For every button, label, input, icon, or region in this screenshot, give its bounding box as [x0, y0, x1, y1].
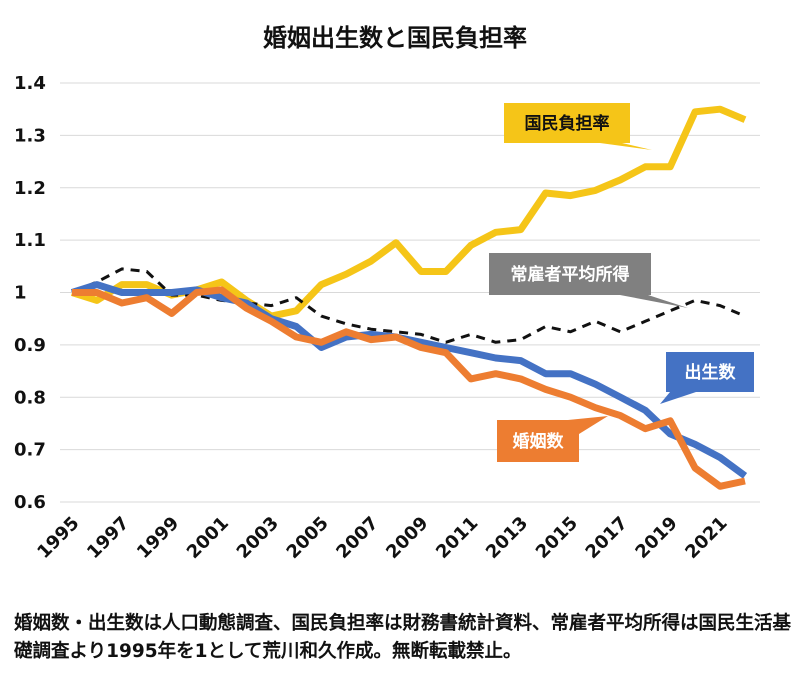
- callout-label: 出生数: [685, 362, 737, 383]
- x-tick-label: 2001: [183, 513, 233, 563]
- callout-box: [497, 420, 579, 462]
- x-tick-label: 2021: [681, 513, 731, 563]
- y-tick-label: 1: [14, 283, 27, 304]
- x-tick-label: 1995: [33, 513, 83, 563]
- series-line: [71, 267, 746, 344]
- callout-box: [504, 103, 630, 143]
- x-tick-label: 2011: [432, 513, 482, 563]
- series-lines: [70, 105, 748, 490]
- x-tick-label: 2013: [482, 513, 532, 563]
- line-chart: 婚姻出生数と国民負担率 0.6 0.7 0.8 0.9 1 1.1 1.2 1.3 1.4 19…: [14, 24, 760, 563]
- callout-pointer: [620, 295, 688, 308]
- callout: 出生数: [660, 352, 754, 404]
- x-tick-label: 1997: [83, 513, 133, 563]
- y-tick-label: 1.1: [14, 230, 46, 251]
- callout: 婚姻数: [497, 416, 608, 462]
- callout-box: [489, 253, 651, 295]
- callout: 常雇者平均所得: [489, 253, 688, 308]
- callout-label: 常雇者平均所得: [511, 264, 630, 285]
- x-tick-label: 1999: [133, 513, 183, 563]
- x-tick-label: 2007: [332, 513, 382, 563]
- y-tick-label: 1.4: [14, 73, 46, 94]
- source-note: 婚姻数・出生数は人口動態調査、国民負担率は財務書統計資料、常雇者平均所得は国民生…: [14, 613, 792, 662]
- x-tick-label: 2005: [283, 513, 333, 563]
- y-tick-label: 1.2: [14, 178, 46, 199]
- callout-label: 婚姻数: [513, 431, 565, 452]
- callout: 国民負担率: [504, 103, 652, 150]
- x-tick-label: 2015: [532, 513, 582, 563]
- y-tick-label: 0.8: [14, 387, 46, 408]
- series-line: [72, 286, 746, 490]
- x-tick-label: 2017: [582, 513, 632, 563]
- x-tick-label: 2003: [233, 513, 283, 563]
- y-tick-label: 0.9: [14, 335, 46, 356]
- x-tick-label: 2019: [631, 513, 681, 563]
- y-axis-ticks: 0.6 0.7 0.8 0.9 1 1.1 1.2 1.3 1.4: [14, 73, 46, 513]
- x-axis-ticks: 1995 1997 1999 2001 2003 2005 2007 2009 2011 2013…: [33, 513, 731, 563]
- chart-title: 婚姻出生数と国民負担率: [263, 24, 527, 52]
- callout-box: [666, 352, 754, 392]
- y-tick-label: 0.6: [14, 492, 46, 513]
- callout-pointer: [660, 392, 696, 404]
- y-tick-label: 1.3: [14, 125, 46, 146]
- callout-pointer: [600, 143, 652, 150]
- y-tick-label: 0.7: [14, 440, 46, 461]
- callout-label: 国民負担率: [525, 113, 610, 134]
- x-tick-label: 2009: [382, 513, 432, 563]
